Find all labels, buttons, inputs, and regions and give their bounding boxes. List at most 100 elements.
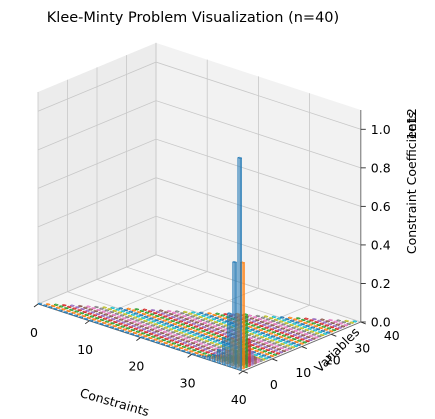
bar-top <box>147 336 154 339</box>
bar <box>183 333 190 336</box>
bar-top <box>168 312 175 315</box>
bar <box>216 334 222 338</box>
bar-top <box>149 339 156 342</box>
bar-top <box>191 337 197 340</box>
bar-top <box>260 316 266 319</box>
bar-top <box>316 319 323 322</box>
bar <box>262 319 268 322</box>
bar-top <box>302 321 309 324</box>
bar <box>73 310 80 313</box>
bar <box>136 322 143 325</box>
bar <box>177 335 184 339</box>
bar-top <box>119 329 125 332</box>
x-tick-mark <box>33 303 39 308</box>
bar-top <box>249 328 256 331</box>
bar <box>84 313 90 317</box>
bar <box>155 325 161 329</box>
bar <box>152 311 158 315</box>
bar-top <box>208 330 215 333</box>
bar <box>100 314 106 318</box>
bar <box>180 349 187 353</box>
bar <box>57 309 64 312</box>
bar <box>185 351 192 354</box>
bar-top <box>305 320 312 323</box>
bar-top <box>78 316 84 319</box>
bar <box>87 312 93 315</box>
bar-top <box>281 334 287 337</box>
bar-top <box>307 323 314 326</box>
bar-top <box>253 338 259 341</box>
bar <box>200 318 206 322</box>
bar <box>154 330 160 333</box>
bar-top <box>256 321 263 324</box>
bar-top <box>340 320 347 323</box>
bar-top <box>186 316 193 319</box>
bar-top <box>190 353 197 356</box>
bar-top <box>264 352 270 355</box>
bar-top <box>42 304 48 307</box>
bar <box>190 353 197 356</box>
bar <box>117 311 123 314</box>
bar <box>119 325 126 328</box>
bar <box>172 322 178 326</box>
bar-top <box>191 322 197 325</box>
bar <box>249 328 256 332</box>
bar <box>291 322 298 325</box>
bar-top <box>337 326 343 329</box>
bar-top <box>207 353 213 356</box>
bar <box>300 318 307 322</box>
bar-top <box>265 348 271 351</box>
bar-top <box>133 327 139 330</box>
bar <box>101 310 107 313</box>
bar-top <box>226 312 233 315</box>
bar-top <box>162 330 168 333</box>
bar <box>291 337 298 341</box>
bar-top <box>127 329 133 332</box>
bar-top <box>299 322 306 325</box>
bar-top <box>328 330 334 333</box>
bar <box>161 323 167 327</box>
bar-top <box>291 322 298 325</box>
bar-top <box>163 337 170 340</box>
bar-top <box>259 335 265 338</box>
bar-top <box>251 346 258 349</box>
bar-top <box>189 330 196 333</box>
bar <box>200 345 206 348</box>
bar <box>300 334 306 337</box>
bar-top <box>187 312 194 315</box>
bar-top <box>182 341 188 344</box>
bar-top <box>321 325 327 328</box>
bar-top <box>280 338 287 341</box>
bar-top <box>166 336 173 339</box>
bar <box>101 306 108 309</box>
bar-top <box>161 334 168 337</box>
bar-top <box>307 327 313 330</box>
bar <box>137 333 143 336</box>
bar <box>261 323 268 327</box>
bar-top <box>189 315 196 318</box>
bar-top <box>271 331 277 334</box>
bar <box>199 322 205 326</box>
bar <box>155 310 161 314</box>
bar <box>112 309 118 313</box>
x-tick-mark <box>238 370 244 375</box>
bar <box>274 329 280 333</box>
bar <box>145 333 152 337</box>
bar <box>76 309 83 312</box>
bar-top <box>201 325 207 328</box>
bar-top <box>159 331 166 334</box>
bar-top <box>124 315 130 318</box>
bar <box>96 319 103 323</box>
bar-top <box>257 317 263 320</box>
bar <box>263 341 270 345</box>
bar <box>113 316 119 320</box>
bar <box>310 322 317 325</box>
bar-top <box>304 339 311 342</box>
bar <box>167 332 174 335</box>
bar <box>77 304 84 308</box>
bar <box>167 321 173 324</box>
bar <box>332 320 339 324</box>
bar <box>133 312 139 315</box>
bar-top <box>261 354 267 357</box>
bar <box>98 322 105 326</box>
